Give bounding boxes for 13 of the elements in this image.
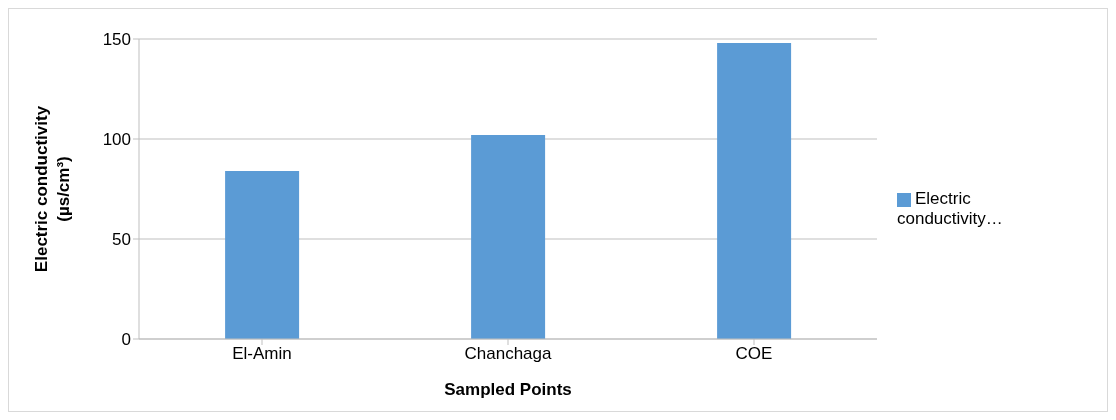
bar (225, 171, 300, 339)
y-tick-label: 150 (102, 30, 131, 50)
y-axis-title: Electric conductivity (µs/cm³) (32, 105, 73, 273)
legend-label: Electric conductivity… (897, 189, 1003, 228)
x-axis-title: Sampled Points (444, 380, 572, 399)
y-tick-label: 100 (102, 130, 131, 150)
x-tick-label: El-Amin (232, 344, 292, 364)
y-tick-label: 0 (121, 330, 131, 350)
bar (471, 135, 546, 339)
bar (717, 43, 792, 339)
x-tick-label: COE (735, 344, 773, 364)
x-tick-label: Chanchaga (464, 344, 553, 364)
y-tick-label: 50 (112, 230, 131, 250)
